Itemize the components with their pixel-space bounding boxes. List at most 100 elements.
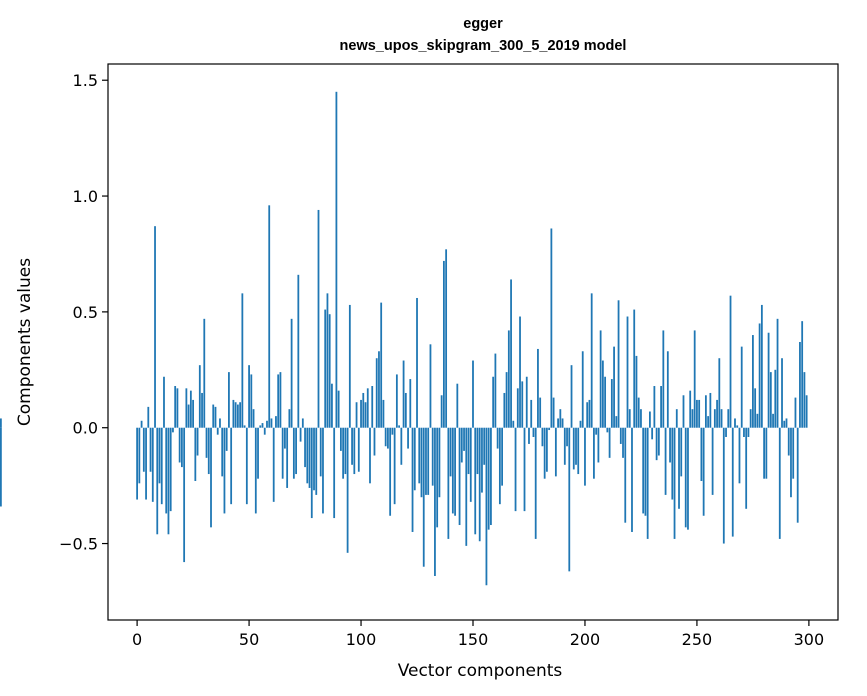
bar	[313, 427, 315, 491]
bar	[284, 427, 286, 449]
bar	[201, 392, 203, 428]
chart-title: egger	[463, 16, 503, 32]
bar	[684, 427, 687, 528]
bar	[427, 427, 430, 495]
bar	[727, 409, 730, 428]
bar	[317, 209, 320, 428]
bar	[707, 416, 710, 428]
bar	[348, 304, 351, 428]
bar	[519, 316, 521, 428]
bar	[507, 330, 510, 428]
bar	[525, 376, 528, 428]
bar	[718, 358, 721, 428]
bar	[270, 418, 273, 428]
bar	[700, 427, 703, 481]
bar	[490, 427, 492, 526]
bar	[431, 427, 434, 486]
bar	[709, 392, 712, 428]
bar	[404, 392, 407, 428]
bar	[617, 300, 620, 428]
bar	[734, 418, 736, 428]
y-axis-label: Components values	[15, 258, 35, 426]
bar	[572, 427, 575, 470]
bar	[651, 427, 654, 440]
bar	[178, 427, 181, 463]
bar	[156, 427, 159, 535]
bar	[642, 427, 645, 514]
bar	[675, 409, 678, 428]
bar	[308, 427, 311, 488]
bar	[758, 323, 761, 428]
bar	[205, 427, 208, 458]
bar	[165, 427, 168, 514]
bar	[760, 304, 763, 428]
bar	[554, 427, 557, 477]
bar	[442, 260, 445, 428]
bar	[351, 427, 353, 465]
bar	[272, 427, 275, 502]
bar	[183, 427, 186, 563]
bar	[241, 293, 244, 428]
bar	[357, 427, 360, 472]
bar	[328, 314, 331, 428]
bar	[382, 399, 385, 428]
bar	[590, 293, 593, 428]
bar	[301, 418, 304, 428]
bar	[440, 395, 443, 428]
bar	[252, 409, 255, 428]
bar	[465, 427, 468, 546]
bar	[236, 404, 239, 428]
bar	[257, 427, 259, 479]
bar	[185, 388, 188, 428]
bar	[259, 425, 262, 428]
bar	[225, 427, 228, 451]
bar	[534, 427, 537, 539]
bar	[331, 383, 333, 428]
bar	[776, 318, 779, 428]
bar	[687, 427, 689, 530]
bar	[570, 365, 573, 428]
bar	[174, 386, 177, 428]
bar	[456, 383, 459, 428]
bar	[778, 427, 781, 539]
bar	[561, 418, 564, 428]
bar	[304, 427, 306, 468]
bar	[402, 360, 405, 428]
y-tick-label: 0.0	[73, 419, 98, 438]
bar	[478, 427, 481, 542]
bar	[693, 330, 696, 428]
bar	[210, 427, 212, 528]
bar	[0, 418, 2, 428]
bar	[232, 399, 235, 428]
bar	[445, 249, 448, 428]
bar	[163, 376, 165, 428]
bar	[418, 427, 421, 484]
bar	[669, 427, 671, 463]
bar	[219, 418, 221, 428]
bar	[528, 427, 530, 444]
bar	[747, 427, 750, 437]
bar	[474, 427, 477, 535]
bar	[463, 427, 465, 451]
x-tick-label: 200	[570, 630, 601, 649]
bar	[176, 388, 179, 428]
bar	[380, 302, 383, 428]
bar	[803, 372, 806, 428]
bar	[275, 416, 277, 428]
bar	[731, 427, 734, 537]
bar	[378, 351, 380, 428]
bar	[411, 427, 414, 532]
bar	[713, 409, 716, 428]
bar	[579, 420, 582, 428]
bar	[292, 427, 295, 479]
bar	[801, 321, 804, 428]
bar	[447, 427, 450, 539]
bar	[339, 427, 342, 451]
bar	[781, 358, 783, 428]
bar	[387, 427, 389, 449]
bar	[299, 427, 302, 442]
bar	[481, 427, 483, 493]
bar	[702, 427, 705, 516]
bar	[725, 427, 727, 437]
